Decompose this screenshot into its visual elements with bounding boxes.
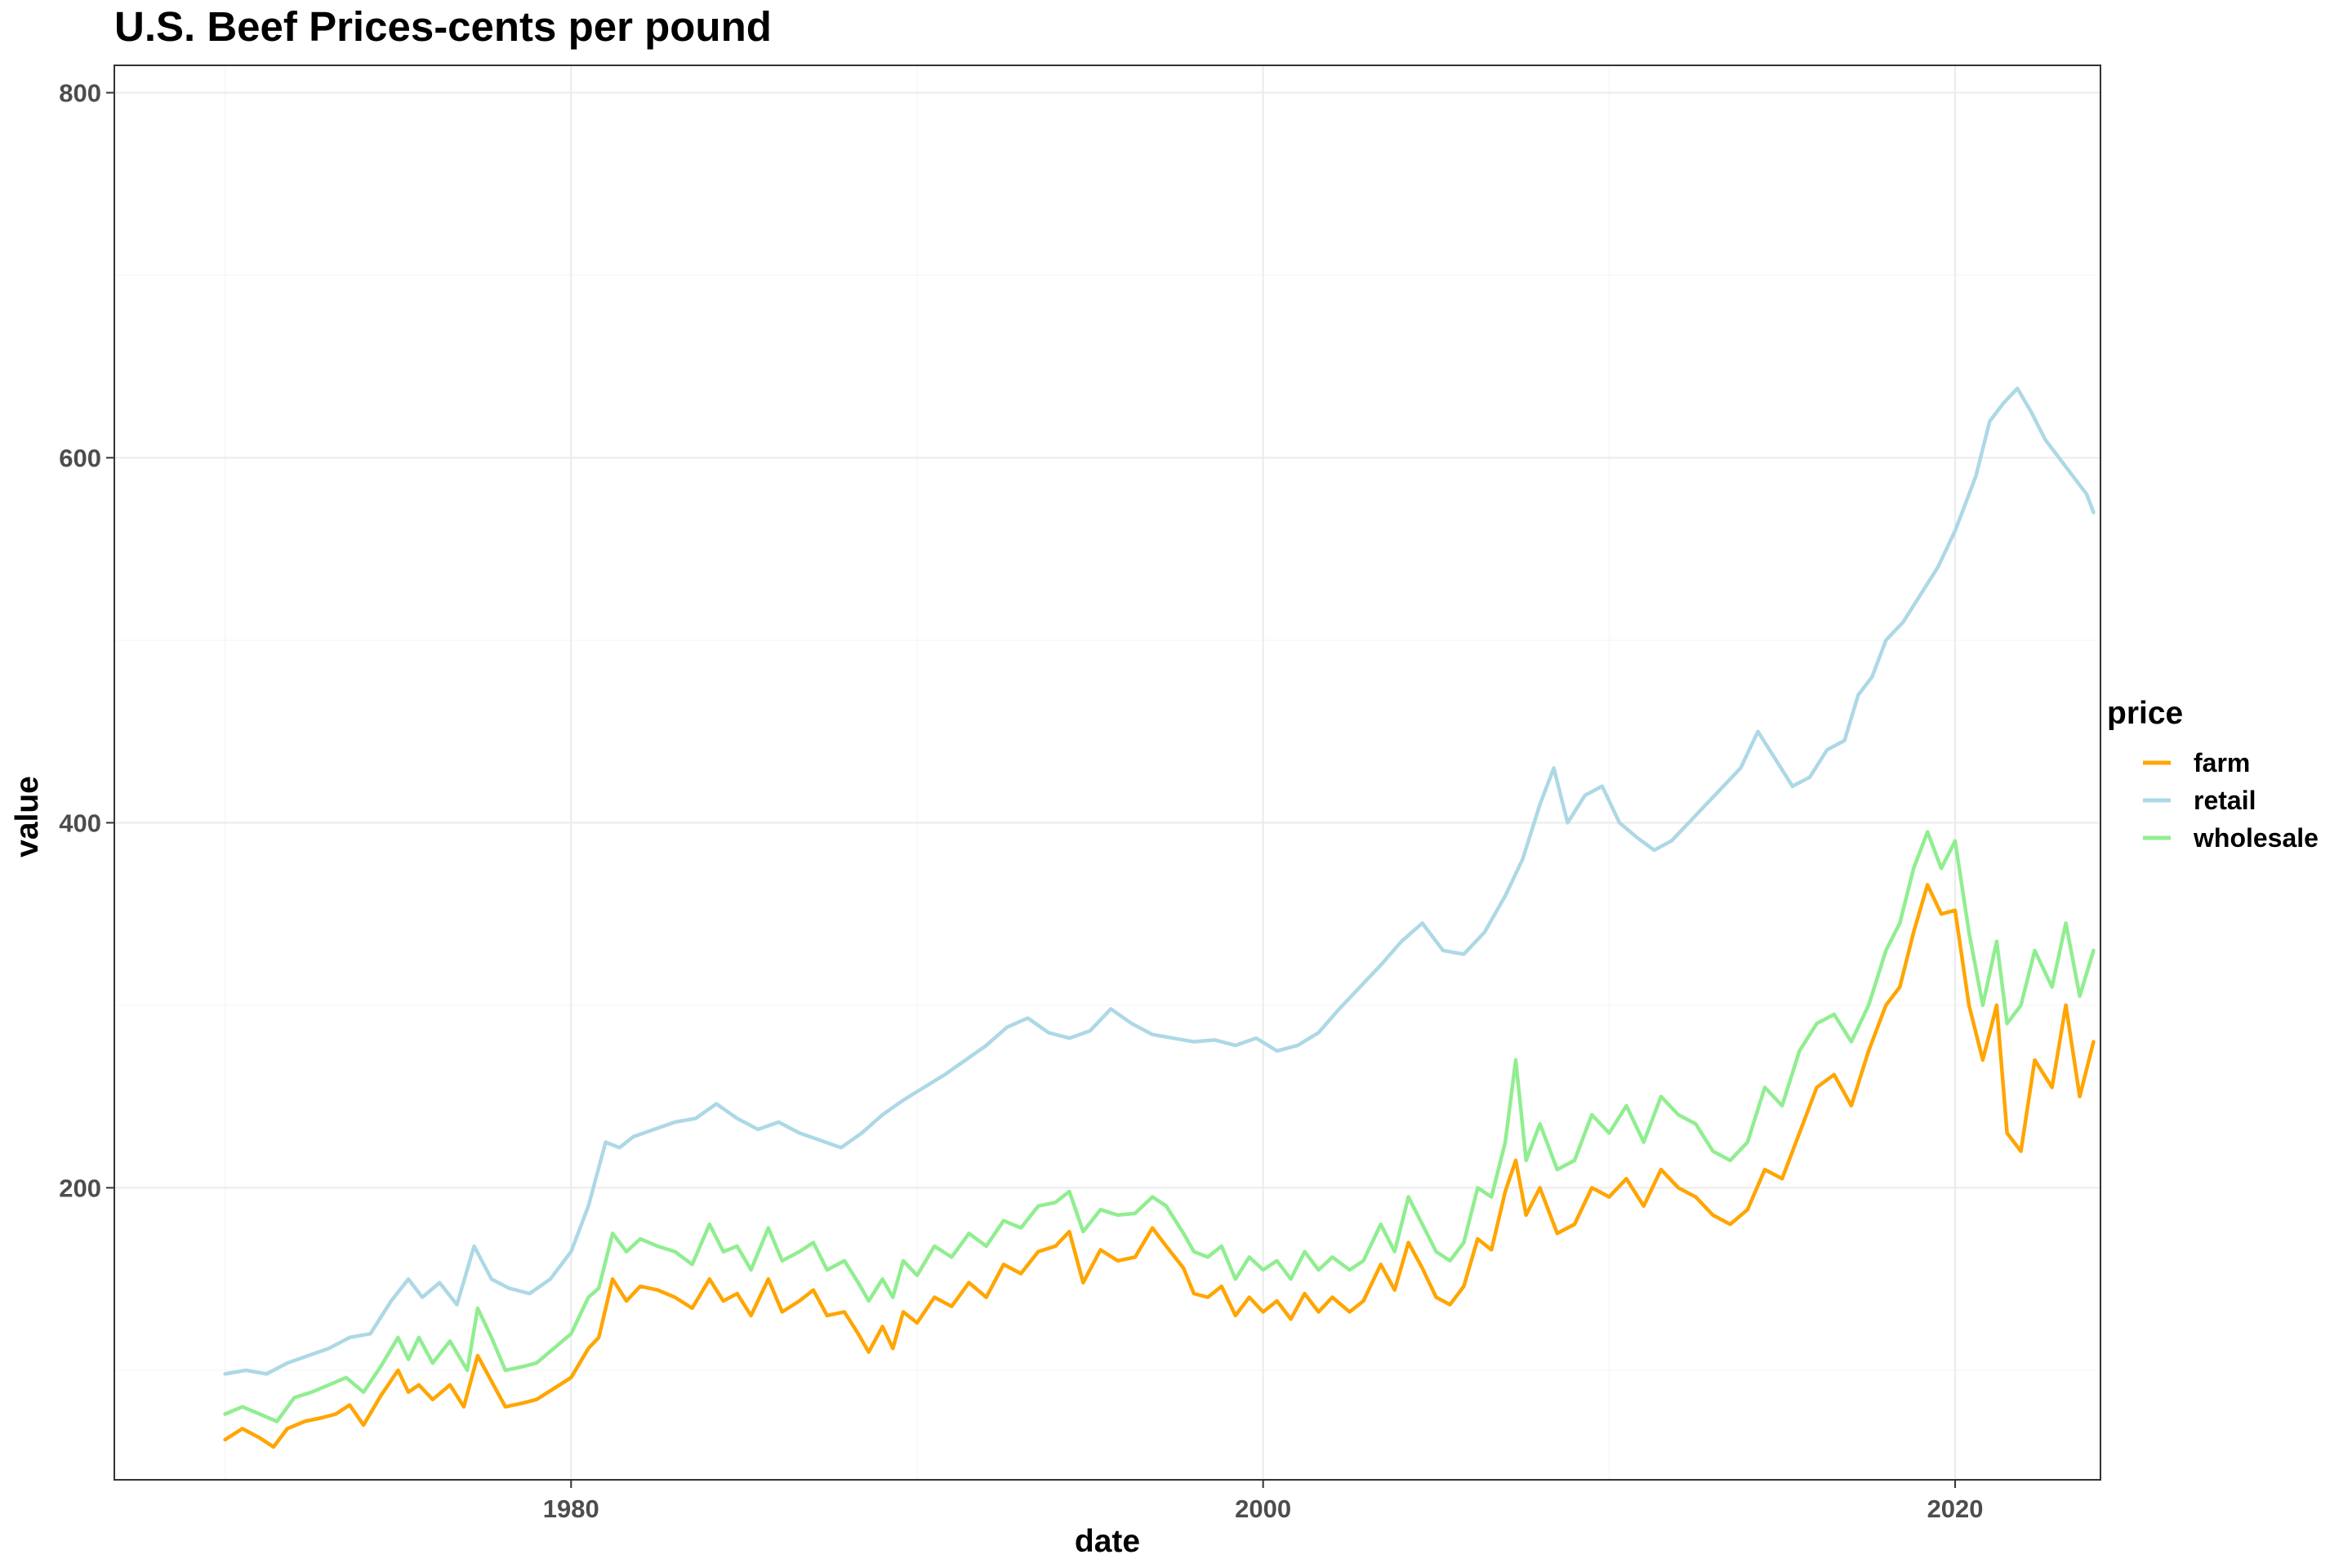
series-line-wholesale bbox=[223, 830, 2096, 1423]
series-lines bbox=[223, 386, 2096, 1450]
x-tick-label: 1980 bbox=[543, 1494, 599, 1523]
series-line-farm bbox=[223, 883, 2096, 1450]
legend-label-retail: retail bbox=[2194, 786, 2256, 815]
legend-label-farm: farm bbox=[2194, 748, 2250, 777]
x-tick-label: 2020 bbox=[1927, 1494, 1984, 1523]
series-line-retail bbox=[223, 386, 2096, 1376]
x-axis-ticks: 1980 2000 2020 bbox=[543, 1480, 1984, 1523]
minor-gridlines bbox=[114, 65, 2100, 1480]
legend-label-wholesale: wholesale bbox=[2193, 823, 2319, 853]
legend-item-wholesale: wholesale bbox=[2143, 823, 2319, 853]
x-axis-title: date bbox=[1075, 1524, 1140, 1559]
legend-item-farm: farm bbox=[2143, 748, 2250, 777]
legend-title: price bbox=[2107, 696, 2183, 731]
y-tick-label: 800 bbox=[59, 79, 101, 108]
y-axis-title: value bbox=[10, 776, 45, 858]
legend: price farm retail wholesale bbox=[2107, 696, 2319, 853]
plot-panel-border bbox=[114, 65, 2101, 1481]
major-gridlines bbox=[114, 65, 2100, 1480]
legend-items: farm retail wholesale bbox=[2143, 748, 2319, 853]
x-tick-label: 2000 bbox=[1235, 1494, 1291, 1523]
chart-title: U.S. Beef Prices-cents per pound bbox=[114, 3, 772, 50]
y-axis-ticks: 200 400 600 800 bbox=[59, 79, 114, 1202]
y-tick-label: 200 bbox=[59, 1174, 101, 1202]
y-tick-label: 600 bbox=[59, 443, 101, 472]
y-tick-label: 400 bbox=[59, 808, 101, 837]
legend-item-retail: retail bbox=[2143, 786, 2256, 815]
